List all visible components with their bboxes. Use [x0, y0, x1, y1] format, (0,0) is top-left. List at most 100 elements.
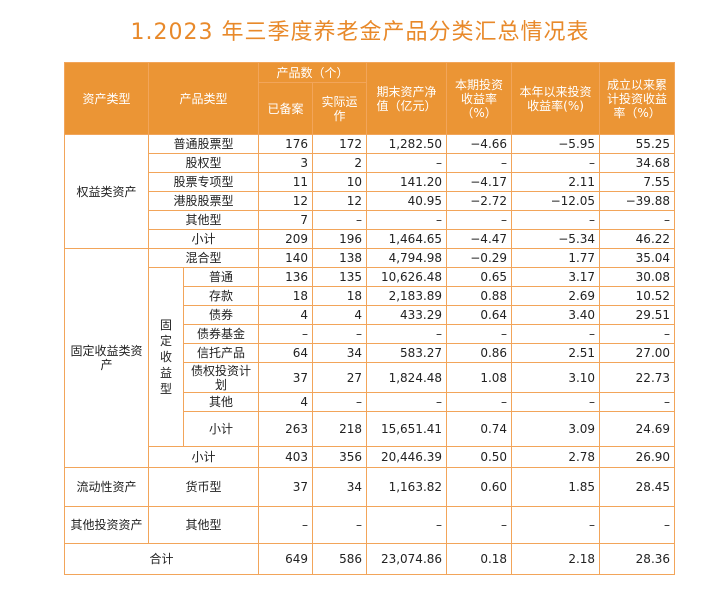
value-cell: 10,626.48 [366, 267, 448, 287]
value-cell: – [511, 392, 601, 412]
value-cell: 1,464.65 [366, 229, 448, 249]
value-cell: 29.51 [599, 305, 676, 325]
value-cell: −39.88 [599, 191, 676, 211]
table-row: 股票专项型 11 10 141.20 −4.17 2.11 7.55 [65, 172, 676, 192]
value-cell: 27.00 [599, 343, 676, 363]
product-type: 股票专项型 [147, 172, 260, 192]
value-cell: – [312, 506, 368, 544]
product-type: 小计 [147, 229, 260, 249]
value-cell: 20,446.39 [366, 446, 448, 468]
fixed-income-subgroup-label: 固定收益型 [159, 318, 172, 396]
value-cell: – [366, 153, 448, 173]
table-row: 小计 403 356 20,446.39 0.50 2.78 26.90 [65, 446, 676, 468]
value-cell: – [312, 210, 368, 230]
value-cell: 2.51 [511, 343, 601, 363]
table-row: 权益类资产 普通股票型 176 172 1,282.50 −4.66 −5.95 55.25 [64, 134, 676, 249]
value-cell: 649 [258, 543, 314, 575]
value-cell: 28.45 [599, 467, 676, 507]
value-cell: – [366, 506, 448, 544]
value-cell: 4 [258, 392, 314, 412]
value-cell: 140 [258, 248, 314, 268]
value-cell: 3.17 [511, 267, 601, 287]
value-cell: – [511, 324, 601, 344]
value-cell: 40.95 [366, 191, 448, 211]
value-cell: – [312, 392, 368, 412]
table-row: 固定收益型 普通 136 135 10,626.48 0.65 3.17 30.08 [65, 267, 676, 447]
header-filed: 已备案 [258, 82, 314, 135]
value-cell: 37 [258, 362, 314, 393]
value-cell: – [258, 506, 314, 544]
value-cell: 37 [258, 467, 314, 507]
value-cell: – [258, 324, 314, 344]
value-cell: 12 [258, 191, 314, 211]
header-asset-type: 资产类型 [64, 62, 149, 135]
table-row: 其他投资资产 其他型 – – – – – – [64, 506, 676, 544]
value-cell: −2.72 [446, 191, 513, 211]
value-cell: 34.68 [599, 153, 676, 173]
value-cell: 35.04 [599, 248, 676, 268]
header-period-return: 本期投资收益率（%） [446, 62, 513, 135]
product-type: 存款 [182, 286, 260, 306]
value-cell: – [366, 210, 448, 230]
table-row: 小计 209 196 1,464.65 −4.47 −5.34 46.22 [65, 229, 676, 249]
product-type: 债券 [182, 305, 260, 325]
value-cell: 403 [258, 446, 314, 468]
value-cell: 176 [258, 134, 314, 154]
value-cell: 15,651.41 [366, 411, 448, 447]
asset-group-other: 其他投资资产 [64, 506, 149, 544]
product-type: 混合型 [147, 248, 260, 268]
header-product-count: 产品数（个） [258, 62, 368, 83]
value-cell: 10 [312, 172, 368, 192]
asset-group-liquidity: 流动性资产 [64, 467, 149, 507]
table-row: 债券基金 – – – – – – [65, 324, 676, 344]
table-row: 港股股票型 12 12 40.95 −2.72 −12.05 −39.88 [65, 191, 676, 211]
value-cell: – [511, 153, 601, 173]
value-cell: 26.90 [599, 446, 676, 468]
value-cell: 0.88 [446, 286, 513, 306]
value-cell: 28.36 [599, 543, 676, 575]
value-cell: 2.78 [511, 446, 601, 468]
pension-product-summary-table: 资产类型 产品类型 产品数（个） 期末资产净值（亿元） 本期投资收益率（%） 本… [63, 62, 676, 575]
fixed-income-subgroup: 固定收益型 [148, 267, 184, 447]
value-cell: – [599, 210, 676, 230]
value-cell: 55.25 [599, 134, 676, 154]
value-cell: −12.05 [511, 191, 601, 211]
product-type: 其他型 [147, 210, 260, 230]
value-cell: 135 [312, 267, 368, 287]
page-title: 1.2023 年三季度养老金产品分类汇总情况表 [130, 20, 590, 45]
value-cell: 3.10 [511, 362, 601, 393]
value-cell: 3.40 [511, 305, 601, 325]
value-cell: – [599, 392, 676, 412]
value-cell: 64 [258, 343, 314, 363]
value-cell: 1.08 [446, 362, 513, 393]
value-cell: 27 [312, 362, 368, 393]
value-cell: 12 [312, 191, 368, 211]
value-cell: 263 [258, 411, 314, 447]
value-cell: 7.55 [599, 172, 676, 192]
table-row: 其他型 7– – – – – [65, 210, 676, 230]
product-type: 其他 [182, 392, 260, 412]
value-cell: 23,074.86 [366, 543, 448, 575]
value-cell: – [446, 392, 513, 412]
value-cell: – [366, 392, 448, 412]
value-cell: 7 [258, 210, 314, 230]
table-row: 固定收益类资产 混合型 140 138 4,794.98 −0.29 1.77 35.04 [64, 248, 676, 468]
value-cell: – [366, 324, 448, 344]
value-cell: −4.47 [446, 229, 513, 249]
value-cell: 3 [258, 153, 314, 173]
value-cell: 18 [312, 286, 368, 306]
value-cell: 2.11 [511, 172, 601, 192]
value-cell: 196 [312, 229, 368, 249]
table-row: 股权型 3 2– – –34.68 [65, 153, 676, 173]
value-cell: 18 [258, 286, 314, 306]
table-row: 债权投资计划 37 27 1,824.48 1.08 3.10 22.73 [65, 362, 676, 393]
header-product-type: 产品类型 [147, 62, 260, 135]
header-ytd-return: 本年以来投资收益率(%) [511, 62, 601, 135]
table-row: 存款 18 18 2,183.89 0.88 2.69 10.52 [65, 286, 676, 306]
value-cell: 1,282.50 [366, 134, 448, 154]
table-row: 其他 4– – – – – [65, 392, 676, 412]
header-cumulative-return: 成立以来累计投资收益率（%） [599, 62, 676, 135]
header-operating: 实际运作 [312, 82, 368, 135]
product-type: 其他型 [147, 506, 260, 544]
product-type: 股权型 [147, 153, 260, 173]
